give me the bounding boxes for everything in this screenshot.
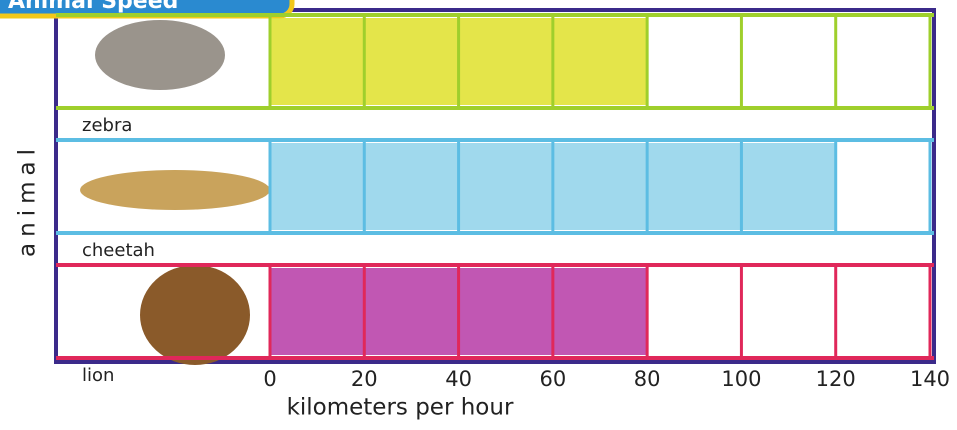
chart: Animal Speed kilometers per hour animal … [0,0,957,430]
cheetah-image [80,170,270,210]
chart-title: Animal Speed [8,0,178,14]
elephant-image [95,20,225,90]
x-tick-label: 80 [634,367,661,391]
category-label: zebra [82,115,132,136]
x-tick-label: 40 [445,367,472,391]
y-axis-title: animal [15,143,41,257]
x-tick-label: 140 [910,367,950,391]
category-label: cheetah [82,240,155,261]
x-axis-title: kilometers per hour [287,395,514,421]
lion-image [140,265,250,365]
x-tick-label: 100 [721,367,761,391]
x-tick-label: 60 [539,367,566,391]
x-tick-label: 0 [263,367,276,391]
x-tick-label: 120 [816,367,856,391]
x-tick-label: 20 [351,367,378,391]
category-label: lion [82,365,114,386]
